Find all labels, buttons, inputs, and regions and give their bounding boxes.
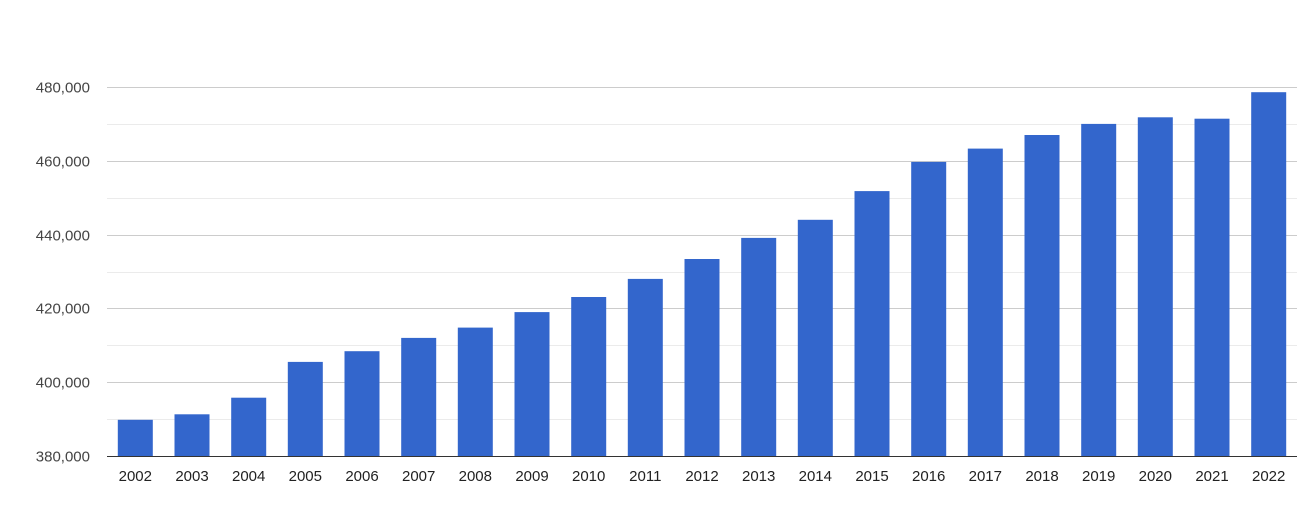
x-tick-label: 2008	[459, 468, 492, 485]
x-tick-label: 2020	[1139, 468, 1172, 485]
x-tick-label: 2019	[1082, 468, 1115, 485]
bar-2022[interactable]	[1251, 92, 1287, 456]
x-tick-label: 2009	[515, 468, 548, 485]
x-tick-label: 2017	[969, 468, 1002, 485]
bar-2003[interactable]	[174, 414, 210, 456]
bar-2019[interactable]	[1081, 123, 1117, 457]
x-tick-label: 2005	[289, 468, 322, 485]
x-tick-label: 2004	[232, 468, 265, 485]
bar-2014[interactable]	[797, 219, 833, 456]
y-tick-label: 460,000	[36, 154, 90, 171]
bar-2009[interactable]	[514, 312, 550, 456]
bar-2005[interactable]	[287, 361, 323, 456]
y-tick-label: 400,000	[36, 375, 90, 392]
x-tick-label: 2015	[855, 468, 888, 485]
x-axis-ticks: 2002 2003 2004 2005 2006 2007 2008 2009 2010 2011…	[119, 468, 1286, 485]
bar-2015[interactable]	[854, 191, 890, 456]
bar-2016[interactable]	[911, 161, 947, 456]
y-tick-label: 480,000	[36, 80, 90, 97]
bar-2008[interactable]	[457, 327, 493, 456]
x-tick-label: 2003	[175, 468, 208, 485]
x-tick-label: 2021	[1195, 468, 1228, 485]
y-tick-label: 380,000	[36, 449, 90, 466]
bar-2021[interactable]	[1194, 118, 1230, 456]
y-axis-ticks: 380,000 400,000 420,000 440,000 460,000 480,0…	[36, 80, 90, 466]
x-tick-label: 2011	[629, 468, 661, 485]
x-tick-label: 2018	[1025, 468, 1058, 485]
bar-2018[interactable]	[1024, 135, 1060, 456]
x-tick-label: 2012	[685, 468, 718, 485]
y-tick-label: 440,000	[36, 228, 90, 245]
bar-2011[interactable]	[627, 278, 663, 456]
x-tick-label: 2014	[799, 468, 832, 485]
bar-2013[interactable]	[741, 237, 777, 456]
bar-2017[interactable]	[967, 148, 1003, 456]
bar-2010[interactable]	[571, 297, 607, 456]
x-tick-label: 2010	[572, 468, 605, 485]
x-tick-label: 2016	[912, 468, 945, 485]
x-tick-label: 2006	[345, 468, 378, 485]
bar-2012[interactable]	[684, 259, 720, 456]
bar-2006[interactable]	[344, 351, 380, 456]
bar-2002[interactable]	[117, 419, 153, 456]
x-tick-label: 2022	[1252, 468, 1285, 485]
bar-2004[interactable]	[231, 397, 267, 456]
bar-2007[interactable]	[401, 337, 437, 456]
x-tick-label: 2002	[119, 468, 152, 485]
x-tick-label: 2013	[742, 468, 775, 485]
bar-2020[interactable]	[1137, 117, 1173, 457]
y-tick-label: 420,000	[36, 301, 90, 318]
bars	[117, 92, 1287, 457]
x-tick-label: 2007	[402, 468, 435, 485]
